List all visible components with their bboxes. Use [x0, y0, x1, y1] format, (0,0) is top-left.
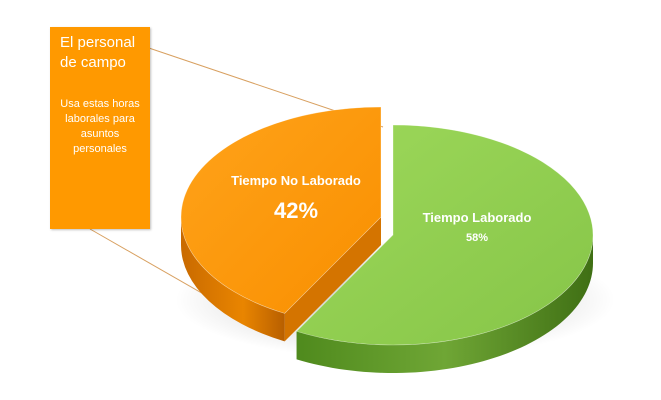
callout-body: Usa estas horas laborales para asuntos p…: [60, 98, 140, 155]
callout-box: El personal de campo Usa estas horas lab…: [50, 27, 150, 229]
slice-value-tiempo-no-laborado: 42%: [274, 198, 318, 223]
slice-side-tiempo-laborado: [296, 235, 593, 373]
slice-tiempo-laborado: [296, 124, 594, 346]
callout-title: El personal de campo: [60, 34, 136, 71]
slice-tiempo-no-laborado: [180, 106, 382, 314]
slice-value-tiempo-laborado: 58%: [466, 232, 488, 244]
slice-label-tiempo-laborado: Tiempo Laborado: [423, 210, 532, 225]
slice-label-tiempo-no-laborado: Tiempo No Laborado: [231, 173, 361, 188]
slice-side-tiempo-no-laborado: [181, 217, 285, 342]
slice-wall-tiempo-no-laborado: [284, 217, 381, 342]
